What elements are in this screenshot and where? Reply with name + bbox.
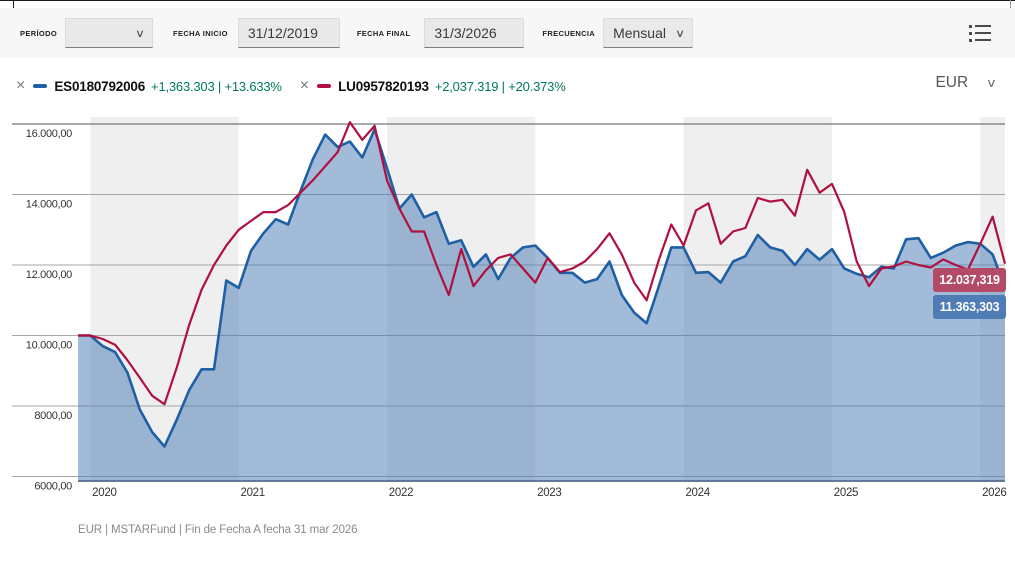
start-date-label: FECHA INICIO <box>173 28 228 38</box>
series-2-performance: +2,037.319 | +20.373% <box>434 78 566 94</box>
legend-item-2: × LU0957820193 +2,037.319 | +20.373% <box>300 78 566 94</box>
x-tick-label: 2022 <box>389 487 413 499</box>
chevron-down-icon: ∨ <box>674 27 686 40</box>
end-date-input[interactable]: 31/3/2026 <box>424 18 525 48</box>
x-tick-label: 2020 <box>92 487 116 499</box>
frequency-select[interactable]: Mensual ∨ <box>603 18 694 48</box>
series-2-end-value-badge: 12.037,319 <box>933 268 1006 292</box>
period-label: PERÍODO <box>20 28 58 38</box>
frequency-value: Mensual <box>613 25 666 41</box>
line-LU0957820193 <box>78 121 1007 406</box>
x-tick-label: 2021 <box>240 487 264 499</box>
series-1-end-value-badge: 11.363,303 <box>933 295 1006 319</box>
series-1-performance: +1,363.303 | +13.633% <box>151 78 282 94</box>
x-tick-label: 2026 <box>982 487 1006 499</box>
start-date-value: 31/12/2019 <box>247 25 318 41</box>
legend-item-1: × ES0180792006 +1,363.303 | +13.633% <box>16 78 282 94</box>
y-tick-label: 10.000,00 <box>26 340 72 352</box>
y-tick-label: 16.000,00 <box>26 128 72 140</box>
y-tick-label: 6000,00 <box>34 481 72 493</box>
chart-toolbar: PERÍODO ∨ FECHA INICIO 31/12/2019 FECHA … <box>0 8 1015 58</box>
frequency-label: FRECUENCIA <box>542 28 596 38</box>
top-border <box>0 0 1015 1</box>
period-select[interactable]: ∨ <box>65 18 154 48</box>
start-date-input[interactable]: 31/12/2019 <box>237 18 340 48</box>
chevron-down-icon: ∨ <box>986 76 998 90</box>
series-2-color-dash <box>317 84 332 88</box>
end-date-value: 31/3/2026 <box>434 25 497 41</box>
chevron-down-icon: ∨ <box>134 27 146 40</box>
close-icon[interactable]: × <box>299 77 310 94</box>
price-evolution-chart[interactable]: 16.000,00 14.000,00 12.000,00 10.000,00 8000… <box>0 0 1015 520</box>
currency-value: EUR <box>935 74 969 91</box>
y-tick-label: 8000,00 <box>34 410 72 422</box>
series-legend: × ES0180792006 +1,363.303 | +13.633% × L… <box>0 72 1015 100</box>
end-date-label: FECHA FINAL <box>356 28 411 38</box>
legend-list-icon[interactable] <box>969 24 991 42</box>
currency-select[interactable]: EUR ∨ <box>935 74 998 92</box>
top-border-left-tick <box>13 0 14 9</box>
area-fill-ES0180792006 <box>78 129 1005 482</box>
chart-source-note: EUR | MSTARFund | Fin de Fecha A fecha 3… <box>78 524 358 536</box>
series-1-id[interactable]: ES0180792006 <box>54 78 146 94</box>
line-ES0180792006 <box>78 128 1007 448</box>
x-tick-label: 2023 <box>537 487 561 499</box>
y-tick-label: 12.000,00 <box>26 269 72 281</box>
series-2-id[interactable]: LU0957820193 <box>338 78 429 94</box>
close-icon[interactable]: × <box>16 77 26 94</box>
y-tick-label: 14.000,00 <box>26 199 72 211</box>
x-tick-label: 2024 <box>685 487 710 499</box>
series-1-color-dash <box>33 84 48 88</box>
x-tick-label: 2025 <box>834 487 858 499</box>
